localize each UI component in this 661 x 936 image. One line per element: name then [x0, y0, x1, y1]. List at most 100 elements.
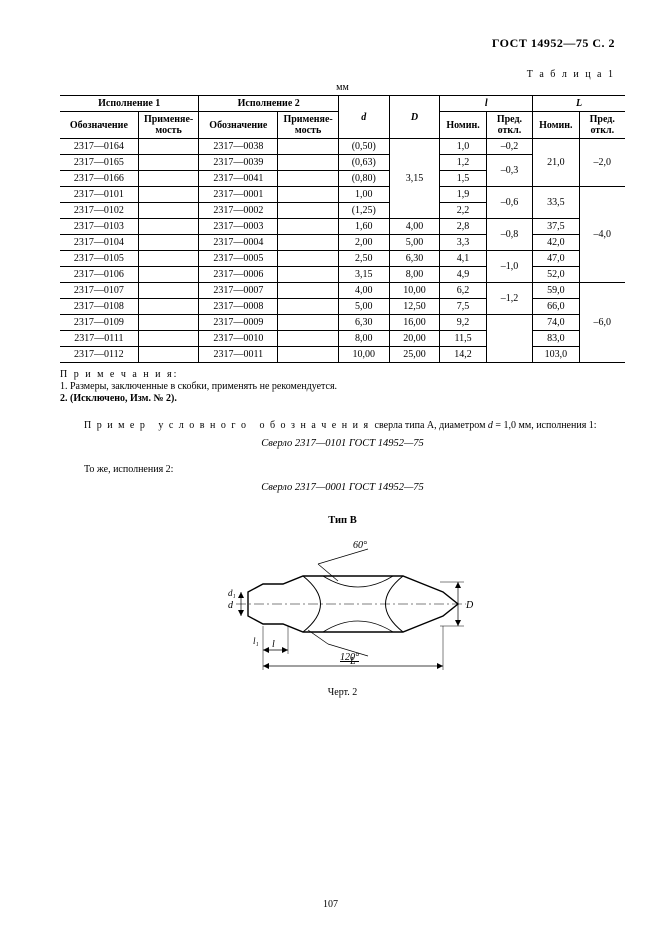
cell: 5,00 [389, 235, 440, 251]
cell: 2317—0165 [60, 155, 138, 171]
cell: 2317—0003 [199, 219, 278, 235]
cell: –0,2 [486, 139, 532, 155]
dim-D: D [465, 600, 474, 611]
example-code-2: Сверло 2317—0001 ГОСТ 14952—75 [60, 482, 625, 493]
cell [138, 315, 199, 331]
cell: (0,63) [338, 155, 389, 171]
cell: 16,00 [389, 315, 440, 331]
cell: 1,00 [338, 187, 389, 203]
col-prim-2: Применяе- мость [278, 112, 339, 139]
cell [138, 139, 199, 155]
cell: 33,5 [533, 187, 579, 219]
cell [138, 299, 199, 315]
cell [138, 203, 199, 219]
cell: 5,00 [338, 299, 389, 315]
cell: 2317—0041 [199, 171, 278, 187]
table-row: 2317—01072317—00074,0010,006,2–1,259,0–6… [60, 283, 625, 299]
cell: (1,25) [338, 203, 389, 219]
cell: 7,5 [440, 299, 486, 315]
table-row: 2317—01052317—00052,506,304,1–1,047,0 [60, 251, 625, 267]
col-L-big: L [533, 96, 625, 112]
cell: 3,3 [440, 235, 486, 251]
col-oboz-1: Обозначение [60, 112, 138, 139]
col-D-big: D [389, 96, 440, 139]
cell: 1,5 [440, 171, 486, 187]
figure-caption: Черт. 2 [60, 687, 625, 698]
cell: 42,0 [533, 235, 579, 251]
cell: –4,0 [579, 187, 625, 283]
cell: 6,2 [440, 283, 486, 299]
cell: 2317—0010 [199, 331, 278, 347]
cell: 66,0 [533, 299, 579, 315]
cell: 2317—0005 [199, 251, 278, 267]
col-isp2: Исполнение 2 [199, 96, 339, 112]
notes: П р и м е ч а н и я: 1. Размеры, заключе… [60, 369, 625, 405]
cell: (0,50) [338, 139, 389, 155]
page: ГОСТ 14952—75 С. 2 Т а б л и ц а 1 мм Ис… [0, 0, 661, 936]
col-l: l [440, 96, 533, 112]
cell: 59,0 [533, 283, 579, 299]
page-number: 107 [0, 899, 661, 910]
cell [278, 283, 339, 299]
cell: 2,2 [440, 203, 486, 219]
cell [278, 251, 339, 267]
table-row: 2317—01112317—00108,0020,0011,583,0 [60, 331, 625, 347]
cell: 14,2 [440, 347, 486, 363]
cell: –2,0 [579, 139, 625, 187]
cell [138, 171, 199, 187]
cell [278, 331, 339, 347]
cell: 6,30 [389, 251, 440, 267]
table-row: 2317—01092317—00096,3016,009,274,0 [60, 315, 625, 331]
cell [278, 347, 339, 363]
col-isp1: Исполнение 1 [60, 96, 199, 112]
cell [278, 171, 339, 187]
col-d: d [338, 96, 389, 139]
cell: –0,3 [486, 155, 532, 187]
cell: 2317—0111 [60, 331, 138, 347]
cell: 2317—0006 [199, 267, 278, 283]
cell: 2317—0009 [199, 315, 278, 331]
cell: 12,50 [389, 299, 440, 315]
cell: 2317—0108 [60, 299, 138, 315]
cell: 2317—0107 [60, 283, 138, 299]
cell: 1,2 [440, 155, 486, 171]
dim-l1: l₁ [253, 636, 259, 646]
cell [278, 139, 339, 155]
cell [138, 347, 199, 363]
cell: 4,1 [440, 251, 486, 267]
cell: 2317—0008 [199, 299, 278, 315]
cell: 2317—0001 [199, 187, 278, 203]
cell: 4,9 [440, 267, 486, 283]
table-row: 2317—0108 2317—0008 5,0012,507,5 66,0 [60, 299, 625, 315]
cell: –0,8 [486, 219, 532, 251]
cell: 1,9 [440, 187, 486, 203]
cell: 11,5 [440, 331, 486, 347]
cell: 2317—0105 [60, 251, 138, 267]
cell [278, 203, 339, 219]
example-para-1: П р и м е р у с л о в н о г о о б о з н … [60, 419, 625, 432]
cell: 37,5 [533, 219, 579, 235]
col-L-pred: Пред. откл. [579, 112, 625, 139]
cell [138, 155, 199, 171]
cell: 2,00 [338, 235, 389, 251]
angle-60: 60° [353, 540, 367, 551]
dim-d1: d₁ [228, 588, 236, 598]
dim-l: l [272, 639, 275, 650]
example-lead: П р и м е р у с л о в н о г о о б о з н … [84, 420, 370, 431]
table-row: 2317—01042317—00042,005,003,342,0 [60, 235, 625, 251]
cell: –1,2 [486, 283, 532, 315]
cell: 103,0 [533, 347, 579, 363]
cell [278, 299, 339, 315]
cell: 10,00 [389, 283, 440, 299]
cell: 21,0 [533, 139, 579, 187]
cell [138, 219, 199, 235]
cell [138, 235, 199, 251]
cell: 2317—0011 [199, 347, 278, 363]
col-prim-1: Применяе- мость [138, 112, 199, 139]
unit-mm: мм [60, 82, 625, 93]
cell: 2317—0002 [199, 203, 278, 219]
cell: 4,00 [389, 219, 440, 235]
cell [138, 267, 199, 283]
cell: 2317—0102 [60, 203, 138, 219]
cell [138, 251, 199, 267]
